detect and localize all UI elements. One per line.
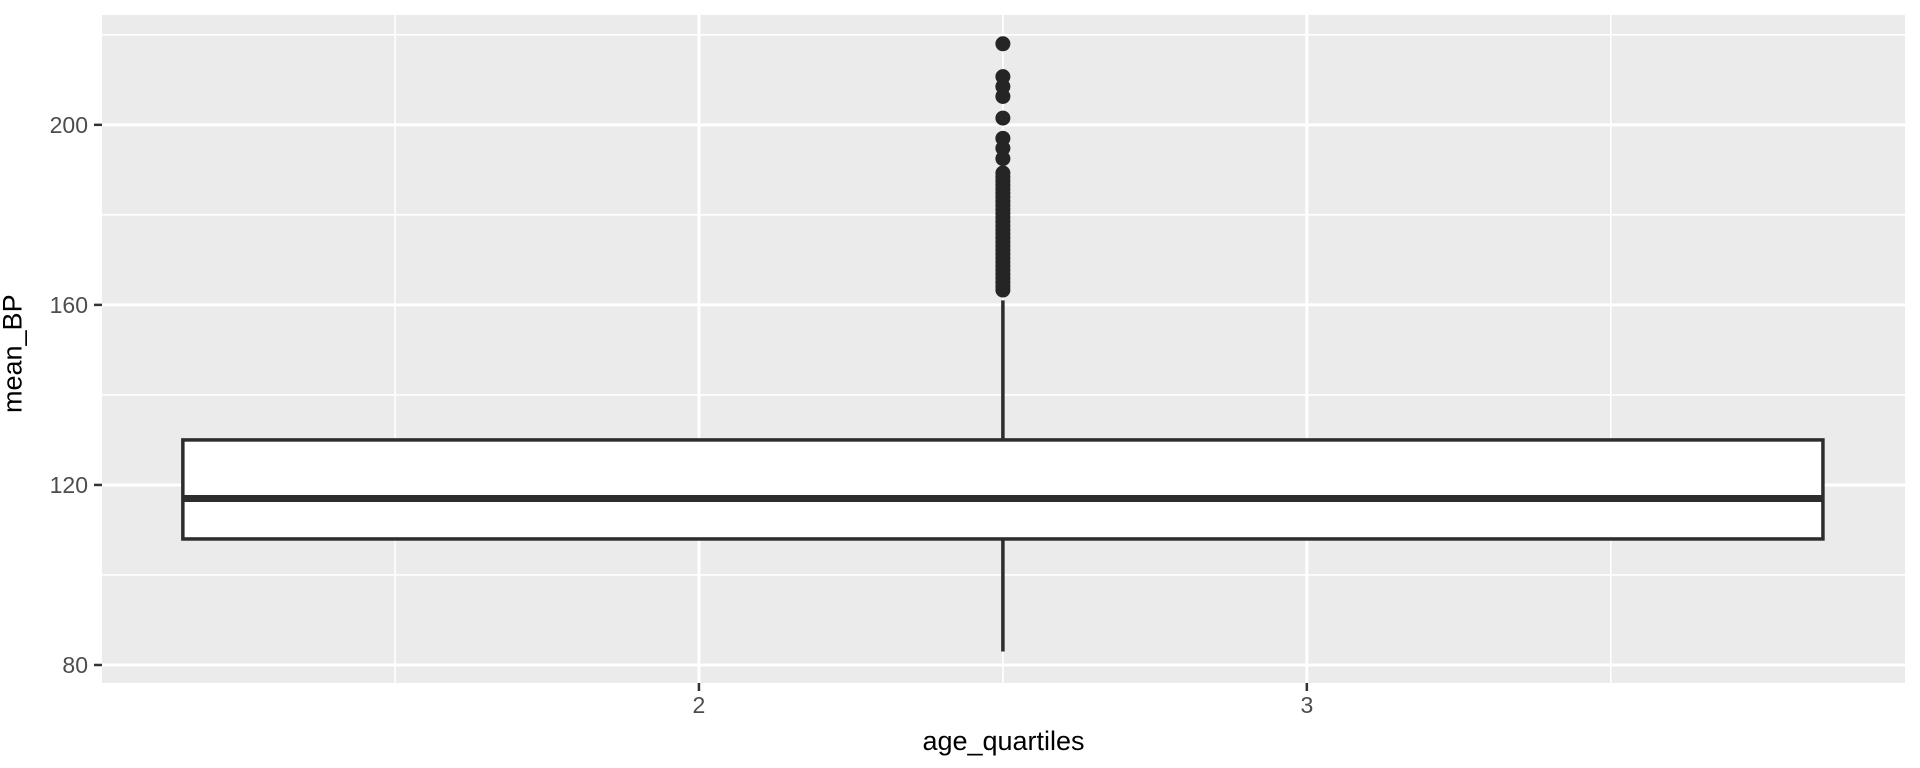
y-tick-label: 200 [50,112,88,138]
y-tick-label: 80 [62,652,88,678]
x-tick-label: 2 [693,692,706,718]
outlier-point [995,151,1011,167]
outlier-point [995,110,1011,126]
outlier-point [995,36,1011,52]
x-axis-title: age_quartiles [922,726,1085,756]
y-axis-title: mean_BP [0,294,28,413]
y-tick-label: 160 [50,292,88,318]
iqr-box [181,438,1825,541]
outlier-point [995,130,1011,146]
outlier-point [995,165,1011,181]
outlier-point [995,69,1011,85]
x-tick-label: 3 [1300,692,1313,718]
y-tick-label: 120 [50,472,88,498]
